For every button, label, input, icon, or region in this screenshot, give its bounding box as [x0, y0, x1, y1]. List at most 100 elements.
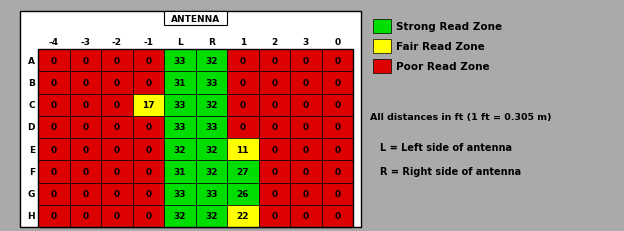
Bar [258, 116, 290, 138]
Text: 0: 0 [334, 189, 340, 198]
Text: 0: 0 [82, 167, 89, 176]
Bar [258, 138, 290, 161]
Bar [227, 138, 258, 161]
Text: 0: 0 [334, 167, 340, 176]
Bar [164, 72, 195, 94]
Bar [195, 50, 227, 72]
Text: 32: 32 [205, 167, 218, 176]
Bar [164, 161, 195, 183]
Text: 0: 0 [51, 211, 57, 220]
Text: 0: 0 [145, 56, 151, 65]
Text: 0: 0 [51, 123, 57, 132]
Bar [69, 138, 101, 161]
Bar [101, 50, 132, 72]
Text: 0: 0 [303, 123, 309, 132]
Text: 3: 3 [303, 38, 309, 47]
Bar [195, 183, 227, 205]
Text: R: R [208, 38, 215, 47]
Text: 0: 0 [51, 145, 57, 154]
Bar [321, 161, 353, 183]
Bar [69, 183, 101, 205]
Text: 0: 0 [334, 79, 340, 88]
Bar [195, 138, 227, 161]
Bar [290, 72, 321, 94]
Text: 1: 1 [240, 38, 246, 47]
Bar [373, 60, 391, 74]
Text: H: H [27, 211, 35, 220]
Bar [38, 94, 69, 116]
Text: 32: 32 [205, 56, 218, 65]
Bar [164, 12, 227, 26]
Bar [38, 205, 69, 227]
Text: 0: 0 [303, 145, 309, 154]
Text: 33: 33 [205, 123, 218, 132]
Text: A: A [28, 56, 35, 65]
Bar [132, 94, 164, 116]
Text: L = Left side of antenna: L = Left side of antenna [380, 142, 512, 152]
Bar [290, 50, 321, 72]
Text: R = Right side of antenna: R = Right side of antenna [380, 166, 521, 176]
Bar [195, 72, 227, 94]
Text: 0: 0 [82, 123, 89, 132]
Text: 32: 32 [205, 145, 218, 154]
Text: 0: 0 [145, 79, 151, 88]
Text: B: B [28, 79, 35, 88]
Bar [195, 116, 227, 138]
Bar [164, 138, 195, 161]
Text: 0: 0 [271, 189, 277, 198]
Text: 0: 0 [145, 123, 151, 132]
Bar [258, 183, 290, 205]
Bar [321, 183, 353, 205]
Bar [132, 205, 164, 227]
Text: 0: 0 [303, 79, 309, 88]
Text: G: G [27, 189, 35, 198]
Text: 0: 0 [334, 211, 340, 220]
Bar [20, 12, 361, 227]
Bar [101, 183, 132, 205]
Text: 0: 0 [114, 79, 120, 88]
Bar [227, 205, 258, 227]
Text: 0: 0 [114, 145, 120, 154]
Bar [227, 116, 258, 138]
Text: Fair Read Zone: Fair Read Zone [396, 42, 485, 52]
Text: -2: -2 [112, 38, 122, 47]
Text: 0: 0 [82, 79, 89, 88]
Bar [69, 50, 101, 72]
Bar [69, 116, 101, 138]
Text: 0: 0 [303, 56, 309, 65]
Text: E: E [29, 145, 35, 154]
Text: 0: 0 [240, 56, 246, 65]
Text: 0: 0 [114, 123, 120, 132]
Text: 0: 0 [82, 101, 89, 110]
Bar [38, 116, 69, 138]
Bar [38, 50, 69, 72]
Text: 33: 33 [173, 123, 186, 132]
Bar [132, 183, 164, 205]
Bar [164, 183, 195, 205]
Text: D: D [27, 123, 35, 132]
Text: 0: 0 [271, 211, 277, 220]
Text: 0: 0 [114, 189, 120, 198]
Bar [195, 161, 227, 183]
Text: F: F [29, 167, 35, 176]
Bar [132, 50, 164, 72]
Text: C: C [28, 101, 35, 110]
Text: 0: 0 [240, 101, 246, 110]
Text: 0: 0 [82, 211, 89, 220]
Bar [321, 205, 353, 227]
Text: Poor Read Zone: Poor Read Zone [396, 62, 490, 72]
Bar [101, 116, 132, 138]
Text: 0: 0 [271, 101, 277, 110]
Bar [258, 50, 290, 72]
Text: 2: 2 [271, 38, 278, 47]
Text: 32: 32 [173, 211, 186, 220]
Bar [132, 161, 164, 183]
Bar [132, 72, 164, 94]
Bar [321, 116, 353, 138]
Text: 0: 0 [240, 79, 246, 88]
Text: Strong Read Zone: Strong Read Zone [396, 22, 502, 32]
Bar [132, 138, 164, 161]
Bar [101, 94, 132, 116]
Bar [164, 94, 195, 116]
Bar [164, 205, 195, 227]
